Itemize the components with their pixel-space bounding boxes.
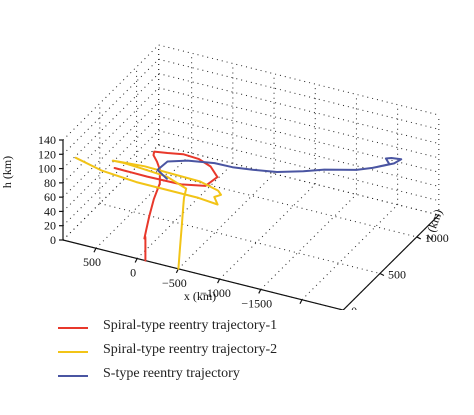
trajectory-3d-chart: 5000−500−1000−1500−2000−2500020406080100… [0,44,449,310]
h-axis-title: h (km) [0,156,14,188]
grid-line [158,101,439,173]
grid-line [158,115,439,187]
z-tick-mark [379,272,385,277]
grid-line [62,44,160,141]
x-axis-title: x (km) [184,289,216,303]
x-tick-mark [258,289,262,294]
h-tick-label: 100 [38,162,56,176]
z-tick-label: 0 [351,304,357,310]
h-tick-label: 120 [38,147,56,161]
x-tick-mark [134,258,138,263]
grid-line [158,58,439,130]
grid-line [158,87,439,159]
legend-swatch-2 [58,351,88,353]
x-tick-mark [299,299,303,305]
x-tick-mark [217,278,221,284]
legend-swatch-3 [58,375,88,377]
series-lines [74,150,403,270]
grid-line [136,166,417,238]
legend-label-3: S-type reentry trajectory [103,366,240,381]
legend-swatch-1 [58,327,88,329]
grid-line [158,73,439,145]
grid-line [158,144,439,216]
x-tick-label: −1000 [200,286,231,300]
grid-line [301,204,398,301]
series-line-1 [113,150,219,262]
h-tick-label: 20 [44,219,56,233]
grid-line [62,116,160,212]
h-tick-label: 60 [44,190,56,204]
grid-line [219,183,316,280]
x-tick-label: −2000 [283,307,314,310]
grid-line [62,73,160,169]
axes [59,139,440,310]
z-tick-mark [416,236,422,240]
h-tick-label: 0 [50,233,56,247]
grid-line [99,202,381,274]
z-tick-label: 500 [388,267,406,281]
x-tick-label: −500 [162,276,187,290]
legend-label-1: Spiral-type reentry trajectory-1 [103,318,278,333]
legend-label-2: Spiral-type reentry trajectory-2 [103,342,278,357]
grid-line [158,130,439,202]
series-line-2 [74,156,222,270]
grid-line [158,44,439,116]
h-tick-label: 80 [44,176,56,190]
tick-labels: 5000−500−1000−1500−2000−2500020406080100… [38,133,449,310]
grid-line [95,152,192,249]
grid-line [178,173,275,270]
series-line-3 [156,157,403,180]
grid-line [62,58,160,155]
x-tick-label: −1500 [241,296,272,310]
grid-line [62,101,160,198]
grid-line [62,130,160,227]
x-tick-label: 0 [130,266,136,280]
z-axis-line [342,214,440,310]
x-tick-mark [93,247,97,253]
x-axis-line [62,239,344,310]
grid-line [260,194,357,290]
x-tick-label: 500 [83,255,101,269]
h-tick-label: 40 [44,204,56,218]
z-tick-label: 1000 [425,231,449,245]
h-tick-label: 140 [38,133,56,147]
